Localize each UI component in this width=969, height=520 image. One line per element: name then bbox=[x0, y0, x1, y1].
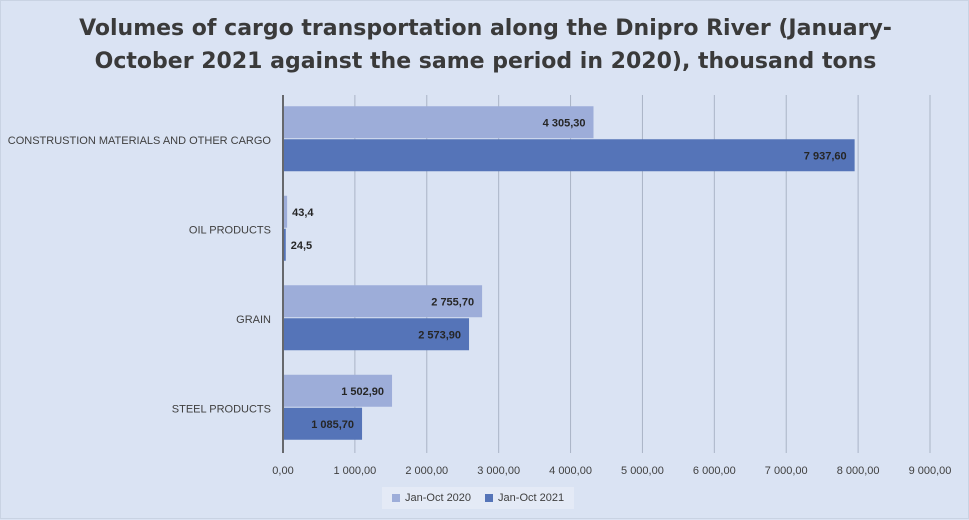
category-label: CONSTRUSTION MATERIALS AND OTHER CARGO bbox=[8, 135, 272, 147]
legend-swatch-2020 bbox=[392, 494, 400, 502]
bar bbox=[284, 106, 594, 139]
bar bbox=[284, 374, 393, 407]
bar bbox=[284, 228, 286, 261]
data-label: 2 573,90 bbox=[418, 329, 461, 341]
bar bbox=[284, 407, 363, 440]
x-tick-label: 8 000,00 bbox=[837, 465, 880, 477]
data-label: 2 755,70 bbox=[431, 296, 474, 308]
x-tick-label: 7 000,00 bbox=[765, 465, 808, 477]
legend-item-2021: Jan-Oct 2021 bbox=[485, 492, 564, 504]
chart-title-line1: Volumes of cargo transportation along th… bbox=[79, 16, 892, 41]
data-label: 1 085,70 bbox=[311, 419, 354, 431]
category-label: STEEL PRODUCTS bbox=[172, 403, 271, 415]
data-label: 4 305,30 bbox=[543, 117, 586, 129]
x-tick-label: 6 000,00 bbox=[693, 465, 736, 477]
legend-label-2021: Jan-Oct 2021 bbox=[498, 492, 565, 504]
x-tick-label: 0,00 bbox=[272, 465, 293, 477]
x-tick-label: 3 000,00 bbox=[477, 465, 520, 477]
x-tick-label: 2 000,00 bbox=[405, 465, 448, 477]
bar bbox=[284, 318, 470, 351]
legend-item-2020: Jan-Oct 2020 bbox=[392, 492, 471, 504]
chart-title-line2: October 2021 against the same period in … bbox=[94, 49, 877, 74]
legend-label-2020: Jan-Oct 2020 bbox=[405, 492, 472, 504]
bar bbox=[284, 139, 855, 172]
x-tick-label: 5 000,00 bbox=[621, 465, 664, 477]
legend: Jan-Oct 2020 Jan-Oct 2021 bbox=[382, 487, 575, 509]
chart-title: Volumes of cargo transportation along th… bbox=[1, 12, 969, 78]
data-label: 7 937,60 bbox=[804, 150, 847, 162]
category-label: OIL PRODUCTS bbox=[189, 224, 271, 236]
x-tick-label: 4 000,00 bbox=[549, 465, 592, 477]
data-label: 43,4 bbox=[292, 207, 314, 219]
bar bbox=[284, 285, 483, 318]
bar bbox=[284, 195, 288, 228]
data-label: 24,5 bbox=[291, 240, 312, 252]
data-label: 1 502,90 bbox=[341, 386, 384, 398]
x-tick-label: 1 000,00 bbox=[333, 465, 376, 477]
x-tick-label: 9 000,00 bbox=[909, 465, 952, 477]
category-label: GRAIN bbox=[236, 314, 271, 326]
legend-swatch-2021 bbox=[485, 494, 494, 502]
